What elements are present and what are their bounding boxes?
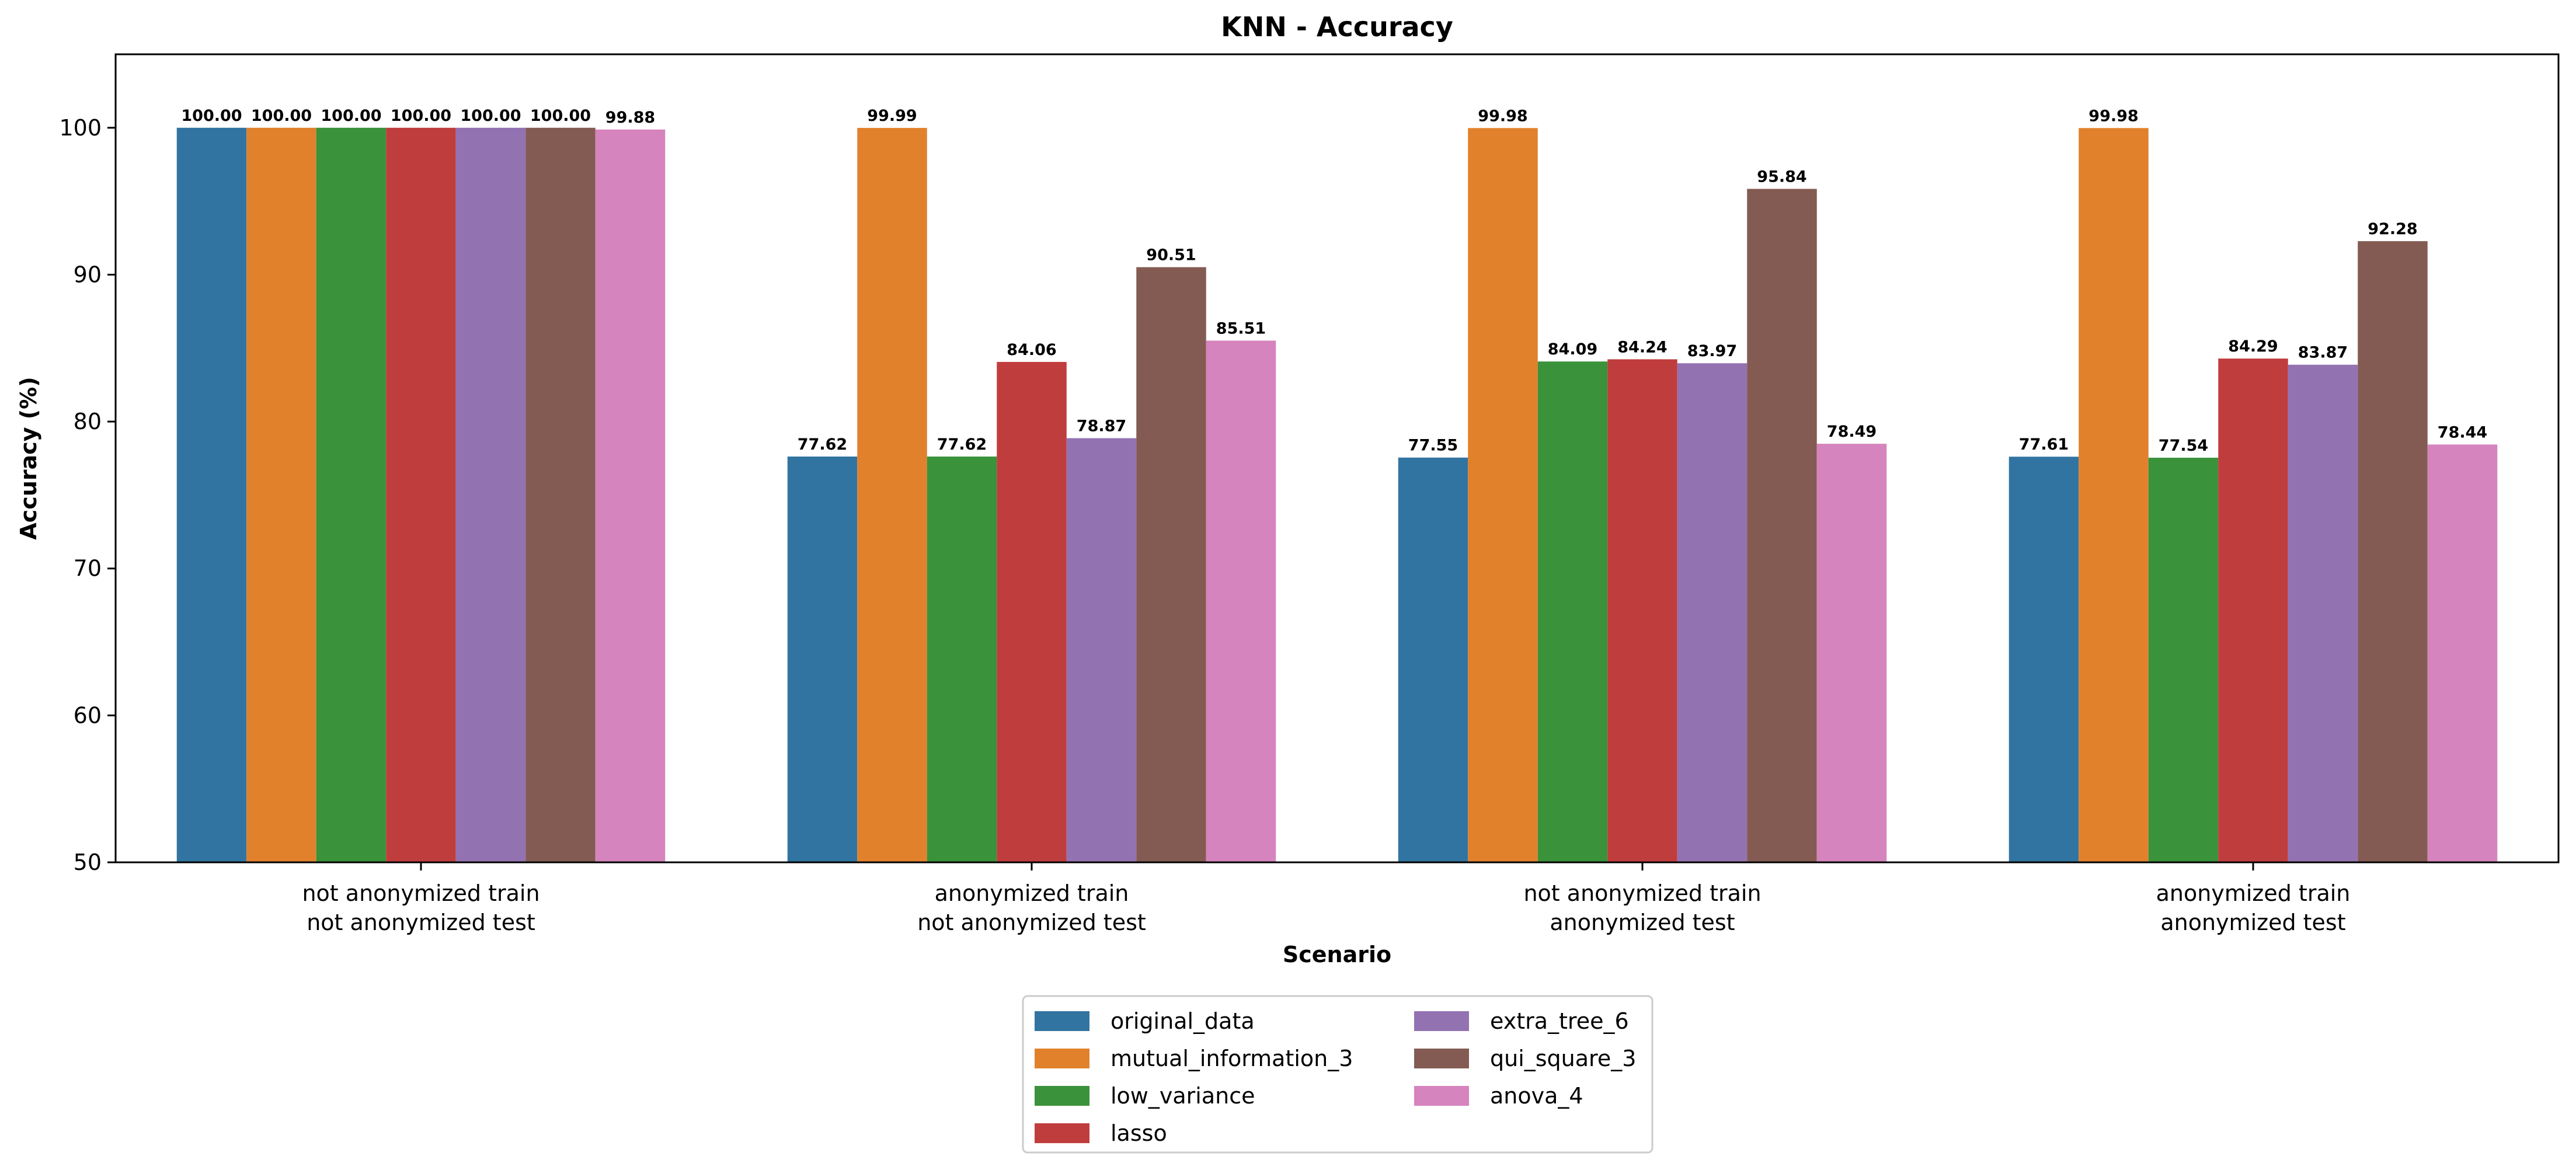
x-tick-label: not anonymized train (302, 880, 539, 906)
legend-swatch-mutual_information_3 (1035, 1049, 1089, 1068)
bar-low_variance (1537, 361, 1608, 862)
bar-lasso (1607, 359, 1677, 862)
chart-title: KNN - Accuracy (1221, 11, 1453, 43)
y-axis-label: Accuracy (%) (16, 377, 41, 539)
y-tick-label: 70 (74, 556, 102, 581)
data-label: 99.88 (605, 109, 655, 127)
data-label: 84.24 (1617, 338, 1667, 356)
bar-lasso (997, 361, 1067, 862)
data-label: 84.29 (2228, 337, 2278, 356)
bar-anova_4 (1816, 444, 1887, 862)
bar-low_variance (927, 456, 997, 862)
x-tick-label: anonymized train (2156, 880, 2351, 906)
plot-frame (114, 53, 2560, 863)
x-tick-label: anonymized train (935, 880, 1129, 906)
data-label: 100.00 (251, 107, 312, 125)
legend-swatch-anova_4 (1414, 1086, 1469, 1106)
legend-swatch-original_data (1035, 1011, 1089, 1031)
bar-lasso (386, 127, 456, 863)
bar-extra_tree_6 (1677, 363, 1747, 862)
legend-label-qui_square_3: qui_square_3 (1490, 1046, 1636, 1071)
y-tick-label: 100 (59, 115, 102, 141)
legend-label-mutual_information_3: mutual_information_3 (1111, 1046, 1353, 1071)
data-label: 99.99 (867, 107, 917, 125)
x-tick-label: not anonymized test (307, 910, 535, 935)
legend-swatch-qui_square_3 (1414, 1049, 1469, 1068)
legend-label-anova_4: anova_4 (1490, 1083, 1583, 1109)
data-label: 100.00 (181, 107, 242, 125)
data-label: 99.98 (2088, 107, 2138, 125)
bar-original_data (1398, 457, 1468, 862)
data-label: 100.00 (321, 107, 381, 125)
bar-anova_4 (1206, 340, 1276, 862)
bar-qui_square_3 (2358, 241, 2428, 863)
legend-label-original_data: original_data (1111, 1008, 1255, 1034)
bar-low_variance (2148, 457, 2219, 862)
bar-extra_tree_6 (1066, 438, 1137, 862)
bar-mutual_information_3 (1468, 128, 1538, 863)
bar-original_data (176, 127, 247, 863)
bar-original_data (787, 456, 858, 862)
legend: original_data mutual_information_3 low_var… (1022, 995, 1653, 1154)
bar-extra_tree_6 (2288, 364, 2358, 862)
data-label: 84.06 (1007, 341, 1056, 359)
legend-label-extra_tree_6: extra_tree_6 (1490, 1008, 1629, 1034)
bar-qui_square_3 (1747, 189, 1817, 862)
legend-swatch-low_variance (1035, 1086, 1089, 1106)
bar-mutual_information_3 (857, 128, 927, 862)
legend-swatch-lasso (1035, 1123, 1089, 1143)
data-label: 100.00 (530, 107, 591, 125)
data-label: 83.97 (1687, 342, 1737, 360)
x-tick-label: not anonymized test (917, 910, 1146, 935)
x-axis-label: Scenario (1283, 942, 1391, 967)
data-label: 95.84 (1757, 168, 1806, 186)
bar-mutual_information_3 (2079, 128, 2149, 863)
data-label: 78.87 (1077, 417, 1126, 436)
bar-original_data (2008, 457, 2079, 862)
bar-mutual_information_3 (246, 127, 316, 863)
data-label: 77.54 (2159, 437, 2208, 455)
plot-area: 50 60 70 80 90 100 100.00 100.00 100.00 100.00 100… (59, 107, 2498, 935)
legend-label-lasso: lasso (1111, 1120, 1167, 1146)
data-label: 78.49 (1827, 423, 1877, 441)
data-label: 78.44 (2438, 423, 2487, 441)
bar-qui_square_3 (525, 127, 596, 863)
bar-lasso (2218, 358, 2288, 862)
legend-label-low_variance: low_variance (1111, 1083, 1255, 1109)
y-tick-label: 90 (74, 262, 102, 287)
bar-extra_tree_6 (455, 127, 526, 863)
data-label: 92.28 (2368, 220, 2417, 238)
bar-anova_4 (595, 129, 666, 863)
data-label: 77.62 (937, 436, 987, 454)
y-tick-label: 80 (74, 409, 102, 434)
legend-frame (1022, 995, 1653, 1154)
x-tick-label: anonymized test (2160, 910, 2345, 935)
data-label: 77.55 (1408, 437, 1458, 455)
x-tick-label: not anonymized train (1523, 880, 1761, 906)
data-label: 77.62 (798, 436, 847, 454)
bar-qui_square_3 (1136, 267, 1206, 862)
data-label: 77.61 (2019, 436, 2069, 454)
data-label: 85.51 (1216, 319, 1266, 337)
bar-anova_4 (2427, 444, 2498, 862)
bar-low_variance (316, 127, 387, 863)
data-label: 83.87 (2298, 344, 2348, 362)
y-tick-label: 60 (74, 702, 102, 728)
data-label: 100.00 (460, 107, 521, 125)
x-tick-label: anonymized test (1550, 910, 1735, 935)
data-label: 100.00 (391, 107, 451, 125)
data-label: 84.09 (1548, 340, 1597, 358)
data-label: 90.51 (1146, 246, 1196, 264)
data-label: 99.98 (1478, 107, 1527, 125)
legend-swatch-extra_tree_6 (1414, 1011, 1469, 1031)
y-tick-label: 50 (74, 849, 102, 875)
